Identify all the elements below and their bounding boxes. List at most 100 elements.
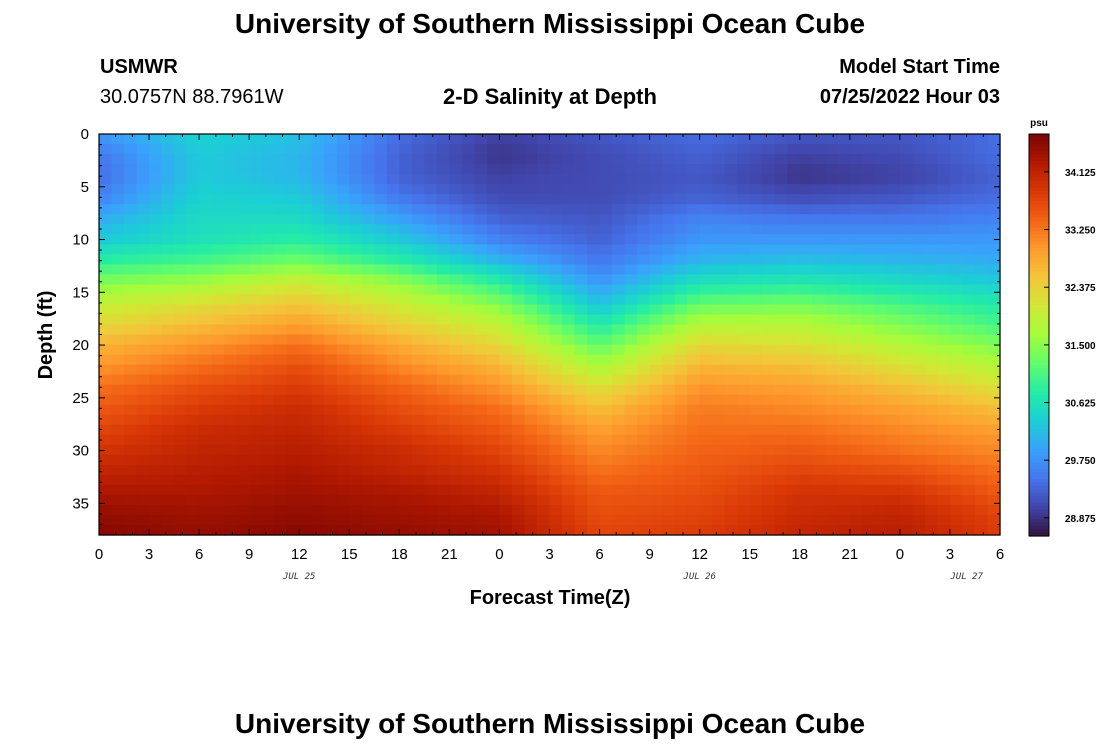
heatmap-cell: [887, 364, 901, 376]
heatmap-cell: [887, 304, 901, 316]
heatmap-cell: [912, 414, 926, 426]
heatmap-cell: [762, 284, 776, 296]
heatmap-cell: [674, 244, 688, 255]
heatmap-cell: [587, 274, 601, 285]
heatmap-cell: [987, 424, 1001, 436]
heatmap-cell: [261, 314, 275, 326]
heatmap-cell: [662, 154, 676, 165]
heatmap-cell: [286, 144, 300, 155]
heatmap-cell: [524, 454, 538, 466]
heatmap-cell: [762, 194, 776, 205]
heatmap-cell: [361, 164, 375, 175]
heatmap-cell: [299, 224, 313, 235]
heatmap-cell: [649, 424, 663, 436]
heatmap-cell: [874, 464, 888, 476]
heatmap-cell: [724, 404, 738, 416]
heatmap-cell: [637, 214, 651, 225]
heatmap-cell: [349, 324, 363, 336]
colorbar-band: [1029, 482, 1049, 487]
heatmap-cell: [124, 194, 138, 205]
heatmap-cell: [449, 364, 463, 376]
heatmap-cell: [762, 374, 776, 386]
heatmap-cell: [787, 234, 801, 245]
heatmap-cell: [474, 474, 488, 486]
heatmap-cell: [837, 174, 851, 185]
heatmap-cell: [987, 244, 1001, 255]
heatmap-cell: [699, 374, 713, 386]
heatmap-cell: [937, 354, 951, 366]
heatmap-cell: [562, 304, 576, 316]
heatmap-cell: [612, 394, 626, 406]
heatmap-cell: [699, 304, 713, 316]
heatmap-cell: [612, 254, 626, 265]
heatmap-cell: [536, 434, 551, 446]
heatmap-cell: [737, 514, 751, 526]
heatmap-cell: [699, 234, 713, 245]
heatmap-cell: [336, 264, 350, 275]
heatmap-cell: [787, 194, 801, 205]
heatmap-cell: [562, 324, 576, 336]
heatmap-cell: [824, 224, 838, 235]
heatmap-cell: [486, 464, 501, 476]
heatmap-cell: [324, 454, 338, 466]
heatmap-cell: [724, 294, 738, 306]
heatmap-cell: [787, 504, 801, 516]
heatmap-cell: [874, 354, 888, 366]
heatmap-cell: [486, 264, 501, 275]
heatmap-cell: [286, 164, 300, 175]
heatmap-cell: [849, 284, 863, 296]
heatmap-cell: [524, 424, 538, 436]
heatmap-cell: [612, 344, 626, 356]
heatmap-cell: [637, 144, 651, 155]
heatmap-cell: [787, 134, 801, 145]
heatmap-cell: [849, 174, 863, 185]
heatmap-cell: [562, 314, 576, 326]
heatmap-cell: [812, 134, 826, 145]
heatmap-cell: [311, 394, 325, 406]
heatmap-cell: [461, 214, 476, 225]
heatmap-cell: [161, 404, 175, 416]
heatmap-cell: [937, 164, 951, 175]
heatmap-cell: [787, 184, 801, 195]
heatmap-cell: [386, 464, 400, 476]
heatmap-cell: [174, 314, 188, 326]
heatmap-cell: [324, 144, 338, 155]
heatmap-cell: [224, 244, 238, 255]
heatmap-cell: [124, 204, 138, 215]
heatmap-cell: [274, 504, 288, 516]
colorbar-band: [1029, 532, 1049, 537]
heatmap-cell: [399, 134, 413, 145]
heatmap-cell: [849, 204, 863, 215]
heatmap-cell: [674, 504, 688, 516]
heatmap-cell: [486, 524, 501, 536]
heatmap-cell: [599, 464, 613, 476]
heatmap-cell: [224, 494, 238, 506]
heatmap-cell: [962, 434, 976, 446]
heatmap-cell: [261, 454, 275, 466]
heatmap-cell: [837, 294, 851, 306]
heatmap-cell: [299, 254, 313, 265]
heatmap-cell: [874, 144, 888, 155]
heatmap-cell: [261, 504, 275, 516]
heatmap-cell: [311, 514, 325, 526]
heatmap-cell: [862, 284, 876, 296]
heatmap-cell: [449, 284, 463, 296]
heatmap-cell: [674, 254, 688, 265]
heatmap-cell: [374, 404, 388, 416]
heatmap-cell: [174, 434, 188, 446]
heatmap-cell: [874, 404, 888, 416]
heatmap-cell: [787, 464, 801, 476]
heatmap-cell: [774, 274, 788, 285]
heatmap-cell: [349, 484, 363, 496]
heatmap-cell: [324, 384, 338, 396]
heatmap-cell: [562, 164, 576, 175]
heatmap-cell: [574, 524, 588, 536]
heatmap-cell: [912, 334, 926, 346]
heatmap-cell: [449, 144, 463, 155]
colorbar-band: [1029, 251, 1049, 256]
heatmap-cell: [587, 484, 601, 496]
heatmap-cell: [436, 384, 450, 396]
heatmap-cell: [937, 484, 951, 496]
heatmap-cell: [399, 484, 413, 496]
heatmap-cell: [461, 364, 476, 376]
